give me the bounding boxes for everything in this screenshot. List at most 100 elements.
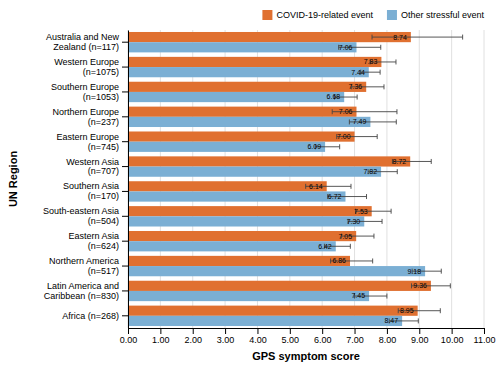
tick-mark [322,328,323,334]
tick: South-eastern Asia(n=504) [43,206,128,226]
data-label: 7.82 [363,168,377,175]
tick-label: 1.00 [152,335,170,345]
tick: Southern Asia(n=170) [63,181,128,201]
bar [128,42,356,52]
legend-label: Other stressful event [401,10,485,20]
tick: 0.00 [120,328,138,345]
tick-mark [122,216,128,217]
data-label: 7.36 [349,83,363,90]
tick-mark [257,328,258,334]
tick-mark [452,328,453,334]
tick-mark [290,328,291,334]
data-label: 6.68 [327,93,341,100]
tick: 9.00 [411,328,429,345]
data-label: 7.30 [347,218,361,225]
tick-mark [122,141,128,142]
tick-label: 2.00 [184,335,202,345]
tick: 5.00 [282,328,300,345]
tick: Eastern Europe(n=745) [56,132,128,152]
chart: 8.747.837.367.067.008.726.147.537.056.86… [0,0,500,368]
tick-mark [484,328,485,334]
tick-mark [122,91,128,92]
tick: 2.00 [184,328,202,345]
tick: 6.00 [314,328,332,345]
tick-mark [122,166,128,167]
bar [128,156,410,166]
data-labels: 8.747.837.367.067.008.726.147.537.056.86… [307,34,427,325]
tick-mark [122,266,128,267]
bar [128,181,327,191]
data-label: 7.00 [337,133,351,140]
data-label: 6.14 [309,183,323,190]
tick-label: 6.00 [314,335,332,345]
series [128,32,431,316]
bar [128,107,356,117]
tick: 3.00 [217,328,235,345]
tick-label: South-eastern Asia(n=504) [43,206,119,226]
bar [128,306,418,316]
plot-area: 8.747.837.367.067.008.726.147.537.056.86… [43,30,495,345]
tick-label: 0.00 [120,335,138,345]
bar [128,241,336,251]
tick: 10.00 [441,328,464,345]
bar [128,82,366,92]
bar [128,231,356,241]
tick: 7.00 [346,328,364,345]
data-label: 7.05 [339,233,353,240]
tick-mark [122,67,128,68]
tick-mark [122,116,128,117]
data-label: 6.42 [318,243,332,250]
legend-swatch [387,10,397,20]
tick-label: 5.00 [282,335,300,345]
tick: Western Asia(n=707) [66,156,128,176]
bar [128,142,325,152]
bar [128,32,411,42]
data-label: 8.74 [393,34,407,41]
x-axis: 0.00 1.00 2.00 3.00 4.00 5.00 6.00 7.00 8.00 9.00… [120,328,496,345]
tick-label: Northern Europe(n=237) [52,107,119,127]
bar [128,291,369,301]
bar [128,281,431,291]
bar [128,191,345,201]
data-label: 6.86 [332,257,346,264]
data-label: 6.09 [307,143,321,150]
tick: Southern Europe(n=1053) [51,82,128,102]
data-label: 8.72 [393,158,407,165]
bar [128,316,402,326]
bar [128,167,381,177]
grid-line [128,30,129,328]
data-label: 7.49 [353,118,367,125]
axis-domain [128,31,129,329]
legend: COVID-19-related event Other stressful ev… [262,10,484,20]
tick-label: 4.00 [249,335,267,345]
tick: Australia and NewZealand (n=117) [46,32,128,52]
bar [128,57,381,67]
tick-label: Southern Europe(n=1053) [51,82,119,102]
tick-mark [128,328,129,334]
marks [128,32,463,326]
grid [128,30,484,328]
tick: Western Europe(n=1075) [54,57,128,77]
tick-mark [122,241,128,242]
bar [128,256,350,266]
bar [128,117,370,127]
tick-mark [160,328,161,334]
tick: 4.00 [249,328,267,345]
data-label: 7.53 [354,208,368,215]
tick-label: Northern America(n=517) [49,256,119,276]
grid-line [451,30,452,328]
tick-label: Africa (n=268) [62,311,119,321]
bar [128,266,425,276]
data-label: 7.44 [351,69,365,76]
data-label: 7.06 [339,108,353,115]
data-label: 7.45 [351,292,365,299]
data-label: 8.47 [384,317,398,324]
tick-label: 8.00 [379,335,397,345]
tick-label: Southern Asia(n=170) [63,181,119,201]
tick-mark [122,42,128,43]
legend-swatch [262,10,272,20]
tick-label: 11.00 [474,335,496,345]
tick-mark [193,328,194,334]
data-label: 7.06 [339,44,353,51]
legend-label: COVID-19-related event [276,10,373,20]
